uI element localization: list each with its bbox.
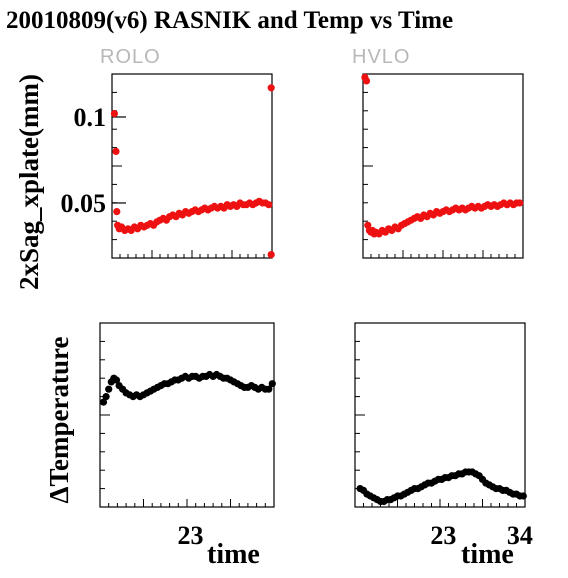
- panel-hvlo-sag: [361, 73, 524, 259]
- x-axis-label-right: time: [461, 539, 514, 570]
- data-point: [519, 492, 527, 500]
- data-point: [110, 110, 118, 118]
- y-tick-label: 0.1: [74, 103, 107, 132]
- data-point: [102, 393, 110, 401]
- bottom-y-axis-label: ΔTemperature: [44, 337, 74, 504]
- x-axis-label-left: time: [207, 539, 260, 570]
- panel-title-hvlo: HVLO: [352, 46, 410, 68]
- chart-title: 20010809(v6) RASNIK and Temp vs Time: [6, 7, 453, 34]
- x-tick-label: 23: [177, 521, 203, 550]
- panel-rolo-temp: 23: [99, 322, 276, 550]
- x-tick-label: 34: [507, 521, 533, 550]
- data-point: [267, 84, 275, 92]
- panel-frame: [99, 322, 275, 508]
- data-point: [362, 77, 371, 85]
- top-y-axis-label: 2xSag_xplate(mm): [14, 74, 44, 290]
- y-tick-label: 0.05: [61, 189, 107, 218]
- data-point: [267, 251, 275, 259]
- data-point: [99, 398, 108, 406]
- data-point: [105, 385, 113, 393]
- data-point: [265, 385, 273, 393]
- panel-title-rolo: ROLO: [100, 46, 161, 68]
- x-tick-label: 23: [430, 521, 456, 550]
- panel-hvlo-temp: 23 34: [354, 322, 533, 550]
- data-point: [265, 201, 273, 209]
- data-point: [112, 147, 120, 155]
- panel-rolo-sag: 0.1 0.05: [61, 73, 275, 259]
- data-point: [112, 376, 121, 384]
- data-point: [268, 380, 276, 388]
- data-point: [516, 199, 524, 207]
- panels-group: 0.1 0.05 23 23 34: [61, 73, 533, 550]
- data-point: [113, 208, 121, 216]
